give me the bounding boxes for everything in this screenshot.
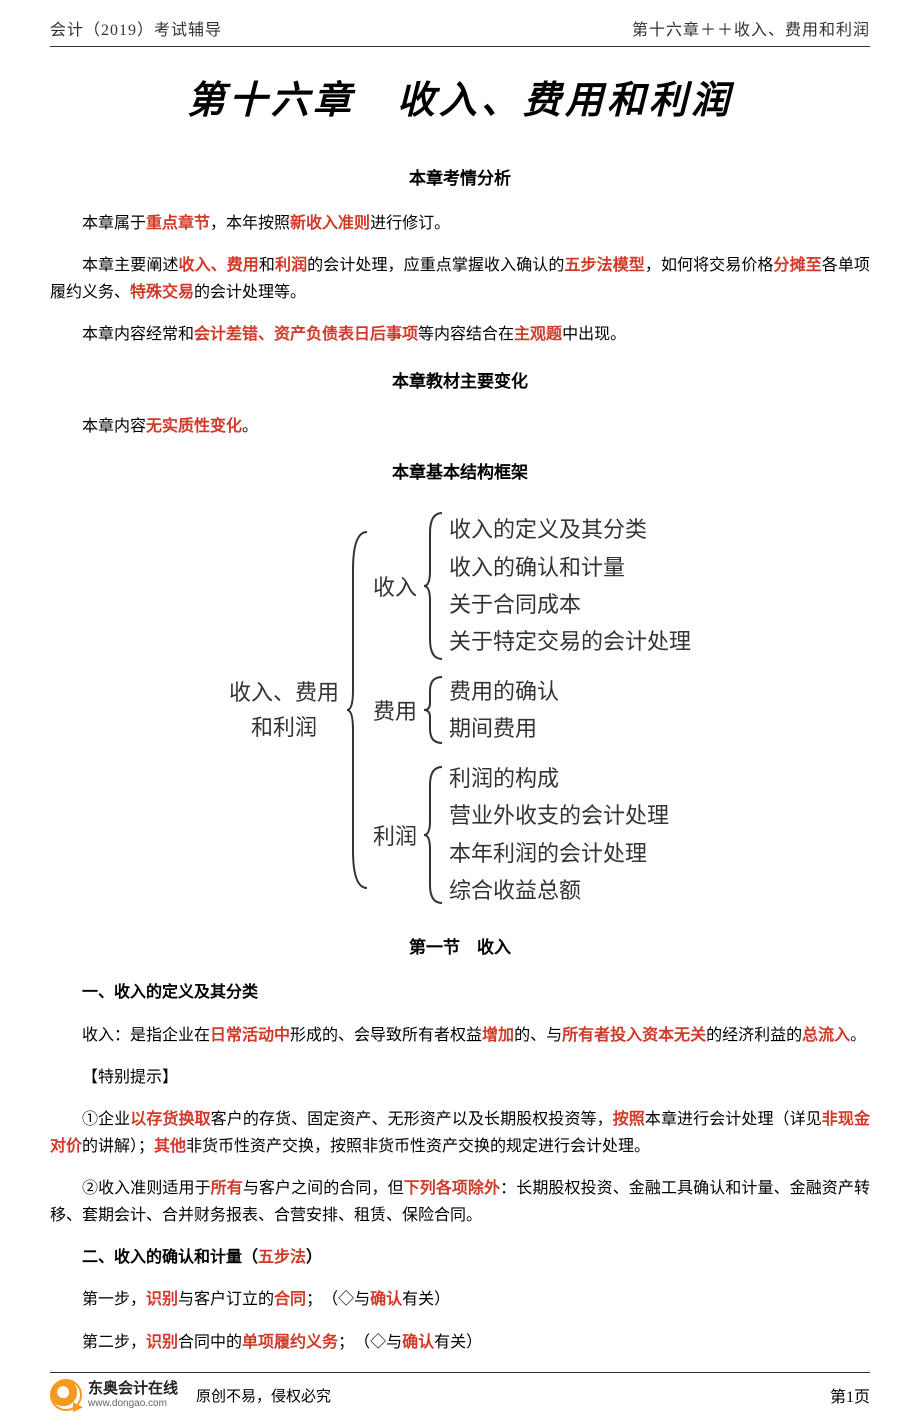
structure-tree: 收入、费用 和利润 收入 收入的定义及其分类 [50,505,870,915]
section-title-exam: 本章考情分析 [50,164,870,189]
section-title-changes: 本章教材主要变化 [50,367,870,392]
tree-leaf: 综合收益总额 [449,872,669,909]
footer-message: 原创不易，侵权必究 [196,1385,331,1406]
page-number: 第1页 [830,1383,870,1407]
tree-leaf: 关于特定交易的会计处理 [449,623,691,660]
tree-leaf: 期间费用 [449,710,559,747]
tree-branch-profit: 利润 利润的构成 营业外收支的会计处理 本年利润的会计处理 综合收益总额 [369,760,691,910]
paragraph: ②收入准则适用于所有与客户之间的合同，但下列各项除外：长期股权投资、金融工具确认… [50,1176,870,1229]
chapter-title: 第十六章 收入、费用和利润 [50,69,870,124]
header-right: 第十六章＋＋收入、费用和利润 [632,16,870,40]
tree-branch-expense: 费用 费用的确认 期间费用 [369,673,691,748]
header-rule [50,46,870,47]
tip-label: 【特别提示】 [50,1065,870,1091]
tree-leaf: 本年利润的会计处理 [449,835,669,872]
logo-icon [50,1379,82,1411]
paragraph: 本章属于重点章节，本年按照新收入准则进行修订。 [50,211,870,237]
brace-icon [347,530,369,890]
logo-name: 东奥会计在线 [88,1381,178,1398]
brace-icon [423,511,445,661]
tree-leaf: 收入的定义及其分类 [449,511,691,548]
tree-leaf: 利润的构成 [449,760,669,797]
paragraph: 收入：是指企业在日常活动中形成的、会导致所有者权益增加的、与所有者投入资本无关的… [50,1023,870,1049]
step-line: 第一步，识别与客户订立的合同； （◇与确认有关） [50,1287,870,1313]
step-line: 第二步，识别合同中的单项履约义务； （◇与确认有关） [50,1330,870,1356]
tree-leaf: 营业外收支的会计处理 [449,797,669,834]
subheading-1: 一、收入的定义及其分类 [50,980,870,1006]
paragraph: 本章内容无实质性变化。 [50,414,870,440]
subheading-2: 二、收入的确认和计量（五步法） [50,1245,870,1271]
section-title-node1: 第一节 收入 [50,933,870,958]
section-title-structure: 本章基本结构框架 [50,458,870,483]
brand-logo: 东奥会计在线 www.dongao.com [50,1379,178,1411]
paragraph: 本章主要阐述收入、费用和利润的会计处理，应重点掌握收入确认的五步法模型，如何将交… [50,253,870,306]
tree-branch-income: 收入 收入的定义及其分类 收入的确认和计量 关于合同成本 关于特定交易的会计处理 [369,511,691,661]
tree-root: 收入、费用 和利润 [229,675,339,745]
tree-leaf: 收入的确认和计量 [449,549,691,586]
brace-icon [423,765,445,905]
header-left: 会计（2019）考试辅导 [50,16,222,40]
paragraph: ①企业以存货换取客户的存货、固定资产、无形资产以及长期股权投资等，按照本章进行会… [50,1107,870,1160]
brace-icon [423,675,445,745]
paragraph: 本章内容经常和会计差错、资产负债表日后事项等内容结合在主观题中出现。 [50,322,870,348]
logo-url: www.dongao.com [88,1398,178,1409]
tree-leaf: 费用的确认 [449,673,559,710]
tree-leaf: 关于合同成本 [449,586,691,623]
